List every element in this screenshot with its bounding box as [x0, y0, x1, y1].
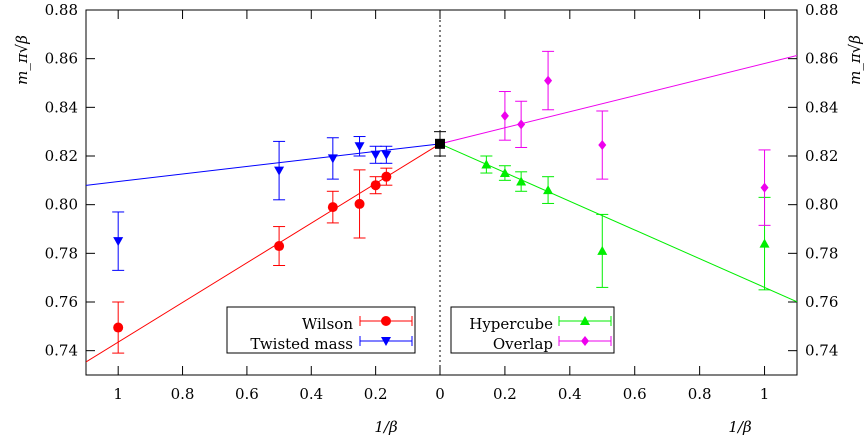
plot-frame-layer	[85, 9, 798, 376]
data-marks-layer	[112, 50, 771, 354]
point-overlap	[517, 119, 526, 130]
point-twisted-mass	[274, 166, 285, 176]
y-tick-label-left: 0.82	[45, 147, 78, 165]
y-tick-label-right: 0.84	[805, 98, 838, 116]
y-tick-label-left: 0.80	[45, 196, 78, 214]
point-hypercube	[481, 159, 492, 169]
y-axis-label-right: m_π√β	[846, 35, 864, 85]
x-tick-label-right: 0.4	[558, 385, 582, 403]
point-hypercube	[499, 168, 510, 178]
point-overlap	[760, 182, 769, 193]
fit-lines-layer	[86, 55, 797, 363]
x-tick-label-right: 0.8	[688, 385, 712, 403]
point-wilson	[274, 241, 285, 252]
y-tick-label-right: 0.86	[805, 50, 838, 68]
x-axis-label-left: 1/β	[374, 418, 398, 436]
x-tick-label-right: 1	[760, 385, 770, 403]
x-tick-label-left: 0.4	[299, 385, 323, 403]
fit-line-twisted-mass	[86, 143, 441, 186]
y-tick-label-left: 0.88	[45, 1, 78, 19]
y-axis-label-left: m_π√β	[13, 35, 31, 85]
point-wilson	[370, 180, 381, 191]
legend-entry-overlap: Overlap	[493, 335, 553, 353]
point-wilson	[354, 198, 365, 209]
point-twisted-mass	[354, 142, 365, 152]
x-tick-label-left: 0.6	[235, 385, 259, 403]
point-overlap	[544, 75, 553, 86]
x-tick-label-left: 0.8	[171, 385, 195, 403]
legend-symbol-overlap	[581, 336, 589, 346]
y-tick-label-right: 0.88	[805, 1, 838, 19]
legend-symbol-twisted-mass	[381, 337, 391, 346]
point-overlap	[500, 110, 509, 121]
legend-right: Hypercube Overlap	[450, 306, 615, 354]
x-tick-label-left: 1	[113, 385, 123, 403]
legend-marker-hypercube	[558, 316, 612, 326]
legend-symbol-wilson	[381, 316, 391, 326]
point-twisted-mass	[381, 150, 392, 160]
x-tick-label-right: 0.2	[493, 385, 517, 403]
y-tick-label-right: 0.82	[805, 147, 838, 165]
point-overlap	[598, 140, 607, 151]
x-tick-label-left: 0	[435, 385, 445, 403]
y-tick-label-right: 0.76	[805, 293, 838, 311]
y-tick-label-right: 0.78	[805, 244, 838, 262]
y-tick-label-left: 0.78	[45, 244, 78, 262]
y-tick-label-left: 0.76	[45, 293, 78, 311]
x-tick-label-right: 0.6	[623, 385, 647, 403]
y-tick-label-right: 0.74	[805, 342, 838, 360]
legend-entry-twisted-mass: Twisted mass	[250, 335, 353, 353]
y-tick-label-left: 0.86	[45, 50, 78, 68]
fit-line-hypercube	[439, 143, 797, 303]
point-twisted-mass	[370, 150, 381, 160]
y-tick-label-left: 0.84	[45, 98, 78, 116]
point-hypercube	[759, 238, 770, 248]
fit-line-overlap	[439, 55, 797, 145]
x-tick-label-left: 0.2	[364, 385, 388, 403]
legend-entry-hypercube: Hypercube	[469, 315, 553, 333]
point-hypercube	[543, 185, 554, 195]
legend-right-box	[450, 306, 615, 354]
point-twisted-mass	[327, 154, 338, 164]
fit-line-wilson	[86, 143, 441, 363]
legend-symbol-hypercube	[580, 316, 590, 325]
legend-left-box	[226, 306, 416, 354]
legend-marker-twisted-mass	[359, 336, 413, 346]
point-continuum	[435, 138, 445, 149]
x-axis-label-right: 1/β	[728, 418, 752, 436]
y-tick-label-left: 0.74	[45, 342, 78, 360]
point-wilson	[113, 322, 124, 333]
point-twisted-mass	[113, 237, 124, 247]
tick-labels-layer: 0.74 0.740.76 0.760.78 0.780.80 0.800.82 0.82…	[45, 1, 839, 403]
point-hypercube	[597, 245, 608, 255]
point-hypercube	[516, 176, 527, 186]
point-wilson	[381, 171, 392, 182]
legend-entry-wilson: Wilson	[302, 315, 353, 333]
plot-frame	[85, 9, 798, 376]
legend-marker-wilson	[359, 316, 413, 326]
point-wilson	[327, 202, 338, 213]
legend-left: Wilson Twisted mass	[226, 306, 416, 354]
legend-marker-overlap	[558, 336, 612, 346]
y-tick-label-right: 0.80	[805, 196, 838, 214]
